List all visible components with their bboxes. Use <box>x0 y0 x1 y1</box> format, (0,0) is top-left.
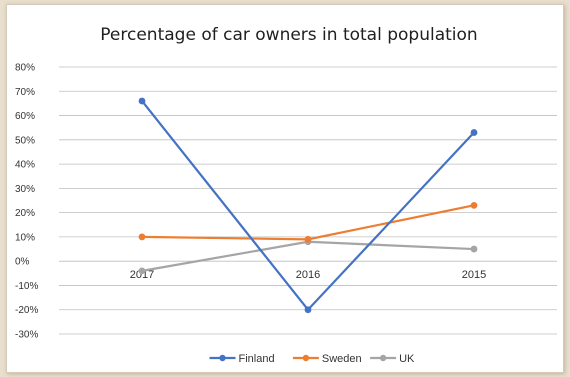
data-point-sweden <box>304 235 312 243</box>
x-category-label: 2016 <box>296 269 320 281</box>
y-axis-tick-labels: -30% -20% -10% 0% 10% 20% 30% 40% 50% 60% 70% 80% <box>15 63 38 341</box>
y-tick-label: 30% <box>15 184 35 195</box>
legend-marker <box>219 354 226 362</box>
series-line-uk <box>141 240 475 272</box>
legend-marker <box>302 354 310 362</box>
data-point-finland <box>138 97 146 105</box>
y-tick-label: -20% <box>15 305 38 316</box>
legend-label: UK <box>399 353 415 365</box>
data-point-uk <box>138 267 146 275</box>
y-tick-label: -10% <box>15 281 38 292</box>
data-point-uk <box>470 245 478 253</box>
line-chart: Percentage of car owners in total popula… <box>15 25 557 365</box>
chart-title: Percentage of car owners in total popula… <box>100 25 477 45</box>
y-tick-label: 40% <box>15 160 35 171</box>
x-axis-category-labels: 2017 2016 2015 <box>130 269 486 281</box>
y-tick-label: 60% <box>15 111 35 122</box>
gridlines <box>59 66 557 335</box>
y-tick-label: 50% <box>15 135 35 146</box>
y-tick-label: -30% <box>15 330 38 341</box>
y-tick-label: 20% <box>15 208 35 219</box>
legend-marker <box>379 354 387 362</box>
x-category-label: 2017 <box>130 269 154 281</box>
y-tick-label: 0% <box>15 257 30 268</box>
y-tick-label: 70% <box>15 87 35 98</box>
y-tick-label: 10% <box>15 232 35 243</box>
data-point-finland <box>304 306 312 314</box>
legend-label: Sweden <box>322 353 362 365</box>
chart-container: Percentage of car owners in total popula… <box>6 4 564 373</box>
x-category-label: 2015 <box>462 269 486 281</box>
legend-label: Finland <box>239 353 275 365</box>
series-lines <box>138 97 478 314</box>
series-line-sweden <box>141 204 475 241</box>
legend: Finland Sweden UK <box>209 353 415 365</box>
data-point-sweden <box>470 201 478 209</box>
data-point-finland <box>470 129 478 136</box>
y-tick-label: 80% <box>15 63 35 74</box>
data-point-sweden <box>138 233 146 241</box>
